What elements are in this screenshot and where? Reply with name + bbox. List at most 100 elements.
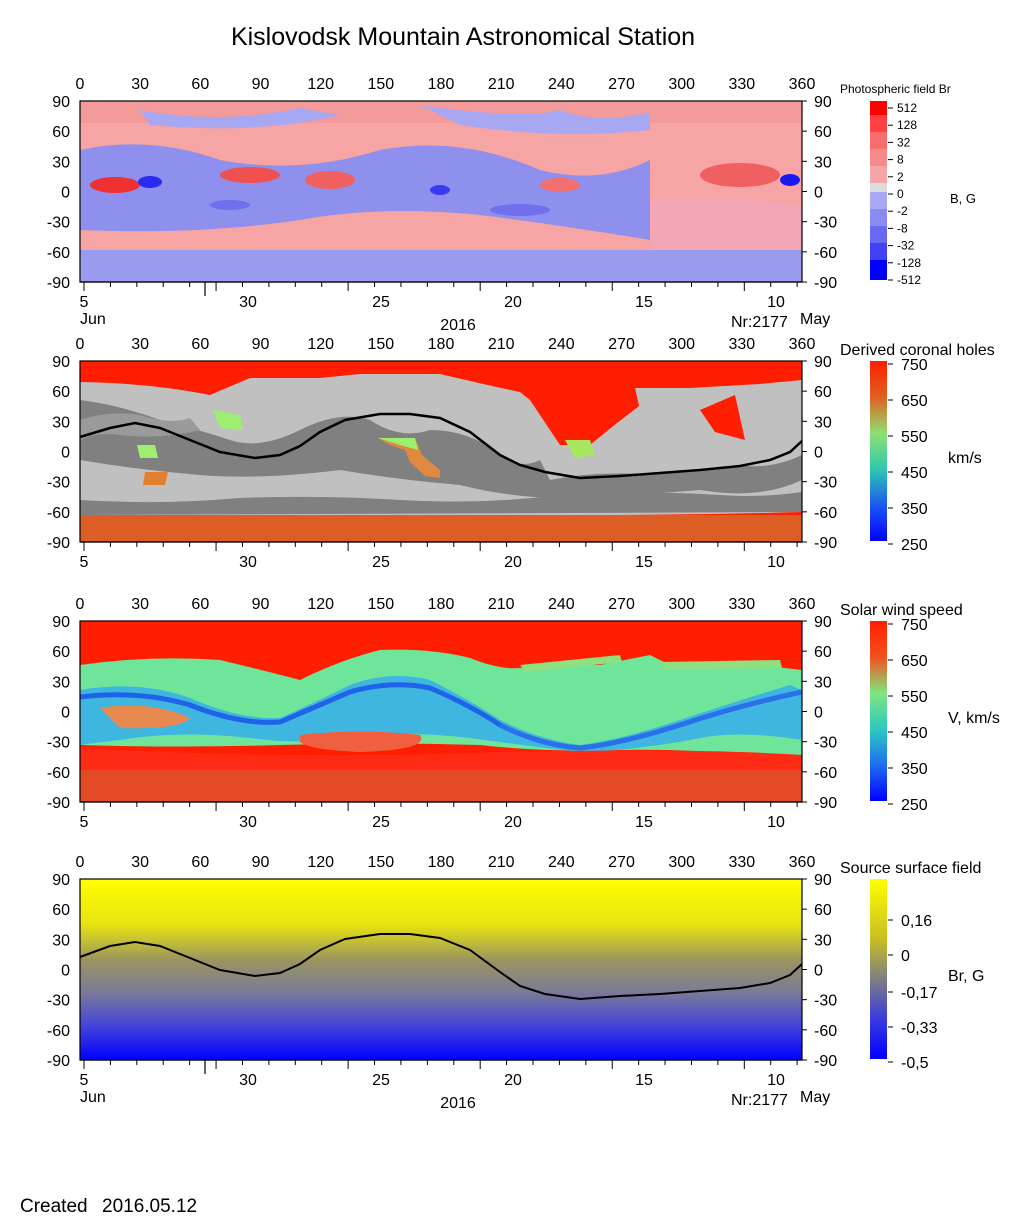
date-tick-label: 10: [767, 1072, 785, 1089]
lat-tick-label-right: -60: [814, 1023, 837, 1040]
created-date: 2016.05.12: [102, 1196, 197, 1217]
lat-tick-label-left: 90: [52, 872, 70, 889]
lon-tick-label: 0: [76, 76, 85, 93]
colorbar-tick-label: 350: [901, 761, 928, 778]
colorbar-tick-label: 750: [901, 617, 928, 634]
date-tick-label: 25: [372, 554, 390, 571]
date-tick-label: 25: [372, 814, 390, 831]
lon-tick-label: 240: [548, 854, 575, 871]
photospheric-colorbar: [870, 101, 887, 280]
lat-tick-label-right: -30: [814, 735, 837, 752]
lat-tick-label-right: 30: [814, 674, 832, 691]
year-label: 2016: [440, 1095, 476, 1112]
lon-tick-label: 240: [548, 76, 575, 93]
colorbar-unit: B, G: [950, 191, 976, 206]
date-tick-label: 30: [239, 294, 257, 311]
date-left-label: Jun: [80, 1089, 106, 1106]
rotation-label: Nr:2177: [731, 1092, 788, 1109]
colorbar-tick-label: -128: [897, 256, 921, 270]
colorbar-unit: Br, G: [948, 968, 984, 985]
date-right-label: May: [800, 1089, 830, 1106]
lat-tick-label-right: -30: [814, 993, 837, 1010]
lon-tick-label: 60: [191, 336, 209, 353]
colorbar-unit: km/s: [948, 450, 982, 467]
lat-tick-label-left: -60: [47, 505, 70, 522]
lat-tick-label-left: 0: [61, 185, 70, 202]
lat-tick-label-right: 90: [814, 94, 832, 111]
lat-tick-label-left: -30: [47, 993, 70, 1010]
lat-tick-label-right: 60: [814, 644, 832, 661]
lat-tick-label-left: -90: [47, 275, 70, 292]
date-tick-label: 25: [372, 1072, 390, 1089]
lat-tick-label-left: 0: [61, 445, 70, 462]
lon-tick-label: 330: [728, 596, 755, 613]
date-tick-label: 15: [635, 554, 653, 571]
colorbar-tick-label: 650: [901, 393, 928, 410]
colorbar-title: Solar wind speed: [840, 602, 963, 619]
lat-tick-label-left: -60: [47, 1023, 70, 1040]
source-surface-panel: [79, 879, 887, 1060]
lat-tick-label-left: 60: [52, 384, 70, 401]
lat-tick-label-right: -90: [814, 1053, 837, 1070]
coronal-holes-panel: [79, 361, 887, 542]
year-label: 2016: [440, 317, 476, 334]
lat-tick-label-left: -60: [47, 765, 70, 782]
lon-tick-label: 90: [252, 336, 270, 353]
lon-tick-label: 120: [307, 76, 334, 93]
lon-tick-label: 210: [488, 596, 515, 613]
lat-tick-label-right: 0: [814, 705, 823, 722]
date-tick-label: 20: [504, 554, 522, 571]
colorbar-tick-label: -32: [897, 239, 915, 253]
colorbar-tick-label: -0,33: [901, 1020, 938, 1037]
lat-tick-label-right: 0: [814, 445, 823, 462]
lon-tick-label: 60: [191, 854, 209, 871]
lat-tick-label-right: -30: [814, 215, 837, 232]
lon-tick-label: 210: [488, 854, 515, 871]
lon-tick-label: 150: [367, 76, 394, 93]
lat-tick-label-right: 0: [814, 963, 823, 980]
lon-tick-label: 60: [191, 76, 209, 93]
date-tick-label: 25: [372, 294, 390, 311]
lat-tick-label-right: -60: [814, 505, 837, 522]
date-tick-label: 5: [80, 294, 89, 311]
colorbar-unit: V, km/s: [948, 710, 1000, 727]
lon-tick-label: 270: [608, 336, 635, 353]
lat-tick-label-right: 30: [814, 932, 832, 949]
lon-tick-label: 90: [252, 596, 270, 613]
date-tick-label: 20: [504, 814, 522, 831]
solar-wind-panel: [79, 621, 887, 802]
lon-tick-label: 360: [789, 336, 816, 353]
colorbar-tick-label: 650: [901, 653, 928, 670]
lat-tick-label-left: -30: [47, 475, 70, 492]
colorbar-tick-label: -0,5: [901, 1055, 929, 1072]
lat-tick-label-right: -60: [814, 245, 837, 262]
lat-tick-label-left: 30: [52, 414, 70, 431]
lon-tick-label: 0: [76, 336, 85, 353]
colorbar-tick-label: 450: [901, 725, 928, 742]
date-tick-label: 30: [239, 814, 257, 831]
lat-tick-label-left: 30: [52, 932, 70, 949]
lon-tick-label: 90: [252, 854, 270, 871]
colorbar-tick-label: 550: [901, 689, 928, 706]
lon-tick-label: 210: [488, 76, 515, 93]
lat-tick-label-left: 0: [61, 963, 70, 980]
lat-tick-label-left: 30: [52, 154, 70, 171]
lat-tick-label-left: 90: [52, 94, 70, 111]
coronal-neutral-line: [79, 412, 803, 480]
date-tick-label: 10: [767, 294, 785, 311]
lon-tick-label: 240: [548, 596, 575, 613]
lat-tick-label-right: -90: [814, 275, 837, 292]
lat-tick-label-left: -30: [47, 215, 70, 232]
colorbar-tick-label: 512: [897, 101, 917, 115]
colorbar-title: Source surface field: [840, 860, 981, 877]
lon-tick-label: 240: [548, 336, 575, 353]
lat-tick-label-left: 60: [52, 124, 70, 141]
colorbar-tick-label: 450: [901, 465, 928, 482]
lat-tick-label-right: 60: [814, 124, 832, 141]
lat-tick-label-right: -60: [814, 765, 837, 782]
colorbar-title: Derived coronal holes: [840, 342, 995, 359]
lat-tick-label-right: -30: [814, 475, 837, 492]
lat-tick-label-right: 90: [814, 614, 832, 631]
lon-tick-label: 30: [131, 76, 149, 93]
